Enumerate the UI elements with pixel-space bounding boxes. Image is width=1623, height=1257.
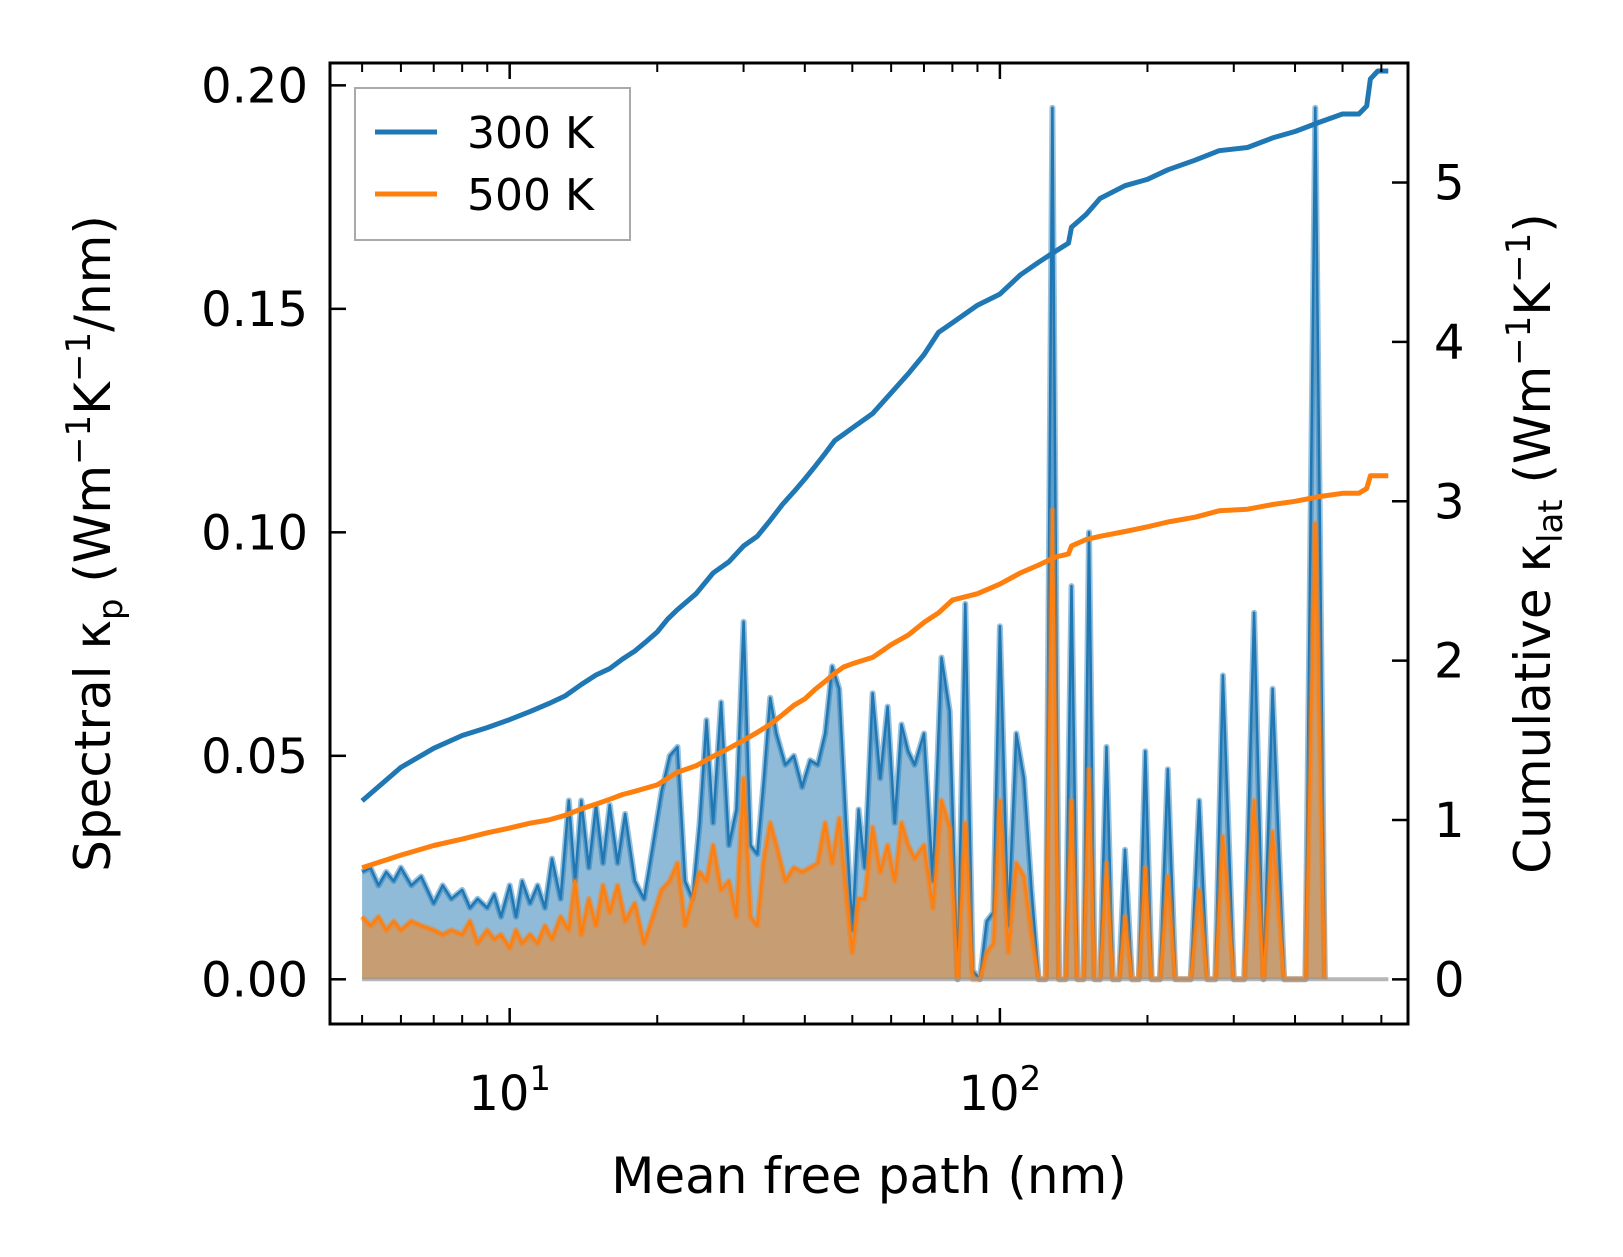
spectral-line-500k (361, 508, 1327, 981)
y-left-tick-label: 0.20 (201, 58, 308, 114)
x-tick-label: 102 (959, 1059, 1042, 1122)
x-tick-label: 101 (468, 1059, 551, 1122)
x-axis-label: Mean free path (nm) (611, 1147, 1127, 1205)
legend-box (354, 87, 631, 241)
legend-label-500k: 500 K (467, 170, 595, 221)
y-left-tick-label: 0.05 (201, 729, 308, 785)
plot-frame (328, 61, 1410, 1026)
spectral-fill-500k (362, 510, 1325, 980)
spectral-fill-300k (362, 107, 1325, 980)
y-left-tick-label: 0.00 (201, 952, 308, 1008)
cumulative-line-500k (361, 473, 1389, 871)
y-right-tick-label: 3 (1434, 474, 1465, 530)
y-right-tick-label: 5 (1434, 156, 1465, 212)
y-left-axis-label: Spectral κp (Wm−1K−1/nm) (59, 215, 131, 872)
legend-label-300k: 300 K (467, 108, 595, 159)
axes: 0.00 0.05 0.10 0.15 0.20 0 1 2 3 4 5 101 102 Mean fre… (59, 58, 1571, 1205)
y-right-axis-label: Cumulative κlat (Wm−1K−1) (1499, 213, 1571, 873)
legend: 300 K 500 K (354, 87, 631, 241)
y-left-tick-label: 0.15 (201, 282, 308, 338)
y-right-tick-label: 1 (1434, 793, 1465, 849)
y-right-tick-label: 2 (1434, 634, 1465, 690)
y-left-tick-label: 0.10 (201, 505, 308, 561)
y-right-tick-label: 4 (1434, 315, 1465, 371)
plot-area (359, 68, 1389, 983)
y-right-tick-label: 0 (1434, 952, 1465, 1008)
cumulative-line-300k (360, 68, 1389, 803)
